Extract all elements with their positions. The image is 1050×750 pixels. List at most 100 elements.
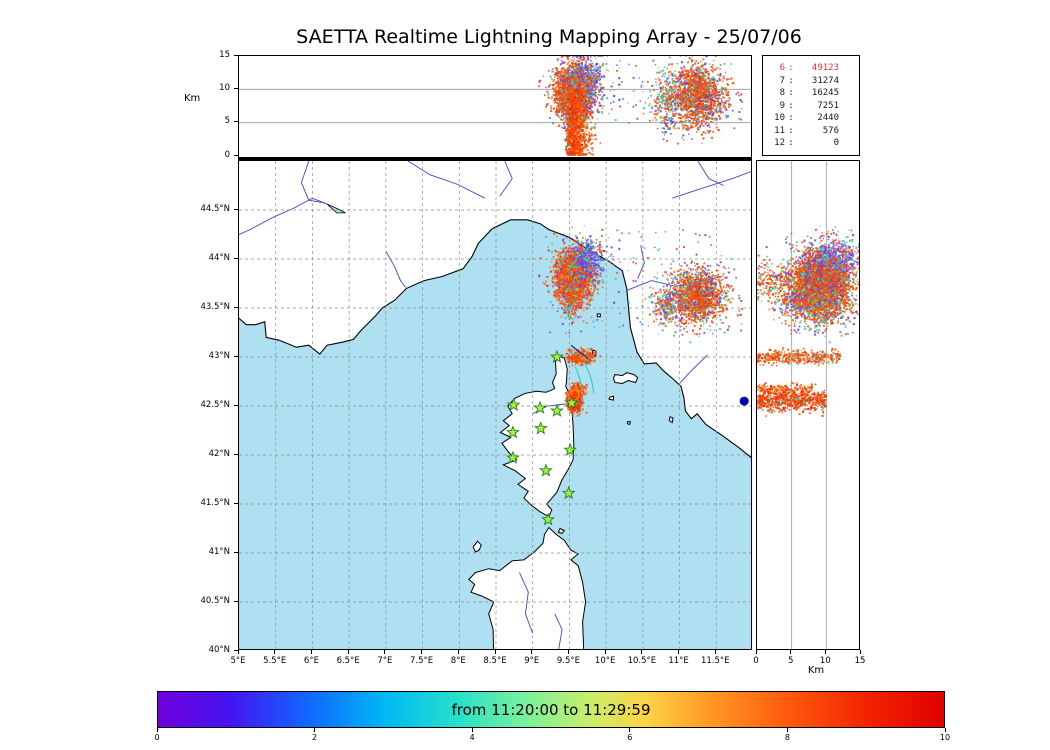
colorbar-tick-label: 0 (154, 733, 160, 742)
flash-arc-navy (570, 344, 589, 359)
latitude-altitude-scatter (757, 161, 859, 649)
km-tick-label: 10 (819, 656, 831, 666)
lon-tick (274, 650, 276, 654)
lon-tick (457, 650, 459, 654)
lat-tick (234, 649, 238, 651)
altitude-longitude-scatter (239, 56, 751, 156)
flash-arc-cyan-1 (583, 361, 595, 394)
count-separator: : (788, 88, 794, 98)
count-separator: : (788, 125, 794, 136)
lon-tick-label: 8.5°E (483, 656, 507, 666)
map-overlay (505, 344, 749, 526)
lon-tick (714, 650, 716, 654)
isolated-flash-dot (739, 396, 749, 406)
altitude-tick (234, 154, 238, 156)
lat-tick (234, 404, 238, 406)
station-star-marker (564, 395, 579, 409)
station-star-marker (533, 400, 548, 414)
colorbar-tick (786, 728, 788, 732)
count-level: 8 (779, 88, 785, 98)
altitude-tick-label: 15 (219, 49, 230, 60)
lat-tick (234, 257, 238, 259)
lat-tick (234, 306, 238, 308)
colorbar-tick-label: 6 (627, 733, 633, 742)
lat-tick-label: 41.5°N (200, 497, 230, 508)
colorbar-time-label: from 11:20:00 to 11:29:59 (451, 700, 651, 719)
station-star-marker (561, 485, 576, 500)
station-star-marker (533, 421, 548, 435)
lon-tick-label: 10.5°E (627, 656, 657, 666)
count-value: 0 (833, 138, 839, 148)
station-star-marker (505, 450, 520, 464)
lon-tick (494, 650, 496, 654)
count-level: 11 (774, 125, 785, 136)
km-tick-label: 0 (753, 656, 759, 666)
station-star-marker (549, 403, 564, 417)
colorbar-tick-label: 8 (784, 733, 790, 742)
colorbar-tick (471, 728, 473, 732)
count-separator: : (788, 100, 794, 111)
count-level: 10 (774, 113, 785, 123)
lon-tick-label: 5°E (230, 656, 246, 666)
lon-tick (641, 650, 643, 654)
count-value: 16245 (811, 88, 839, 98)
altitude-tick-label: 0 (224, 149, 230, 160)
altitude-longitude-panel (238, 55, 752, 160)
station-star-marker (506, 397, 521, 411)
colorbar-tick-label: 2 (312, 733, 318, 742)
count-value: 49123 (811, 63, 839, 73)
km-tick-label: 15 (854, 656, 866, 666)
source-count-legend: 6: 49123 7: 31274 8: 16245 9: 7251 10: 2440 11: 576… (762, 55, 860, 156)
altitude-tick-label: 5 (224, 116, 230, 127)
figure-title: SAETTA Realtime Lightning Mapping Array … (296, 26, 802, 48)
flash-ring (568, 389, 580, 401)
station-star-marker (538, 463, 553, 477)
count-separator: : (788, 113, 794, 123)
lat-tick-label: 43.5°N (200, 301, 230, 312)
lon-tick (531, 650, 533, 654)
colorbar-tick-label: 10 (939, 733, 951, 742)
lat-tick (234, 502, 238, 504)
lat-tick (234, 208, 238, 210)
lon-tick (604, 650, 606, 654)
lat-tick (234, 355, 238, 357)
station-star-marker (541, 512, 556, 526)
count-value: 31274 (811, 75, 839, 86)
source-count-row: 6: 49123 (771, 62, 855, 75)
colorbar-tick (629, 728, 631, 732)
lon-tick (678, 650, 680, 654)
lon-tick-label: 10°E (594, 656, 616, 666)
lat-tick-label: 44.5°N (200, 203, 230, 214)
flash-arc-cyan-2 (574, 366, 583, 392)
count-separator: : (788, 75, 794, 86)
altitude-axis-unit-label: Km (184, 93, 201, 104)
source-count-row: 11: 576 (771, 125, 855, 138)
station-star-marker (549, 349, 564, 363)
lon-tick-label: 9°E (524, 656, 540, 666)
lat-tick-label: 42.5°N (200, 399, 230, 410)
altitude-tick (234, 87, 238, 89)
lon-tick (384, 650, 386, 654)
altitude-tick (234, 54, 238, 56)
lon-tick-label: 11.5°E (701, 656, 730, 666)
count-separator: : (788, 63, 794, 73)
lon-tick-label: 5.5°E (263, 656, 287, 666)
time-colorbar: from 11:20:00 to 11:29:59 (157, 691, 945, 728)
colorbar-tick (156, 728, 158, 732)
colorbar-tick (314, 728, 316, 732)
latitude-altitude-panel (756, 160, 860, 650)
km-tick (824, 650, 826, 654)
km-tick (859, 650, 861, 654)
altitude-tick (234, 121, 238, 123)
lat-tick-label: 40°N (208, 644, 230, 655)
lat-tick-label: 44°N (208, 252, 230, 263)
source-count-row: 10: 2440 (771, 112, 855, 125)
lon-tick-label: 6°E (303, 656, 319, 666)
km-tick (755, 650, 757, 654)
colorbar-tick-label: 4 (469, 733, 475, 742)
count-value: 576 (822, 125, 839, 136)
source-count-row: 7: 31274 (771, 75, 855, 88)
lat-tick-label: 40.5°N (200, 595, 230, 606)
lon-tick-label: 7°E (377, 656, 393, 666)
